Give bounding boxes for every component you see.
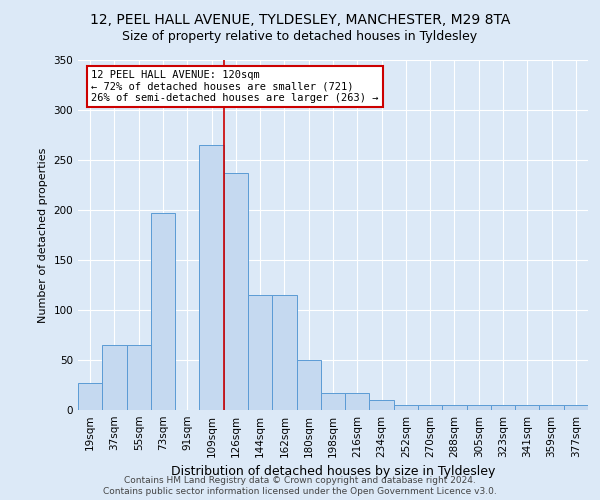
Bar (515, 405, 539, 410)
Bar (418, 405, 442, 410)
Bar (78, 383, 102, 410)
Bar (296, 360, 321, 410)
Bar (442, 405, 467, 410)
Bar (127, 345, 151, 410)
Text: Size of property relative to detached houses in Tyldesley: Size of property relative to detached ho… (122, 30, 478, 43)
Bar (248, 295, 272, 410)
Bar (467, 405, 491, 410)
Bar (102, 345, 127, 410)
Bar (272, 295, 296, 410)
Bar (151, 213, 175, 410)
Text: 12, PEEL HALL AVENUE, TYLDESLEY, MANCHESTER, M29 8TA: 12, PEEL HALL AVENUE, TYLDESLEY, MANCHES… (90, 12, 510, 26)
Bar (345, 393, 370, 410)
Bar (491, 405, 515, 410)
Bar (321, 393, 345, 410)
Bar (539, 405, 564, 410)
Bar (394, 405, 418, 410)
Bar (199, 145, 224, 410)
X-axis label: Distribution of detached houses by size in Tyldesley: Distribution of detached houses by size … (171, 466, 495, 478)
Bar (370, 400, 394, 410)
Y-axis label: Number of detached properties: Number of detached properties (38, 148, 48, 322)
Text: 12 PEEL HALL AVENUE: 120sqm
← 72% of detached houses are smaller (721)
26% of se: 12 PEEL HALL AVENUE: 120sqm ← 72% of det… (91, 70, 379, 103)
Text: Contains HM Land Registry data © Crown copyright and database right 2024.: Contains HM Land Registry data © Crown c… (124, 476, 476, 485)
Bar (224, 173, 248, 410)
Bar (564, 405, 588, 410)
Text: Contains public sector information licensed under the Open Government Licence v3: Contains public sector information licen… (103, 487, 497, 496)
